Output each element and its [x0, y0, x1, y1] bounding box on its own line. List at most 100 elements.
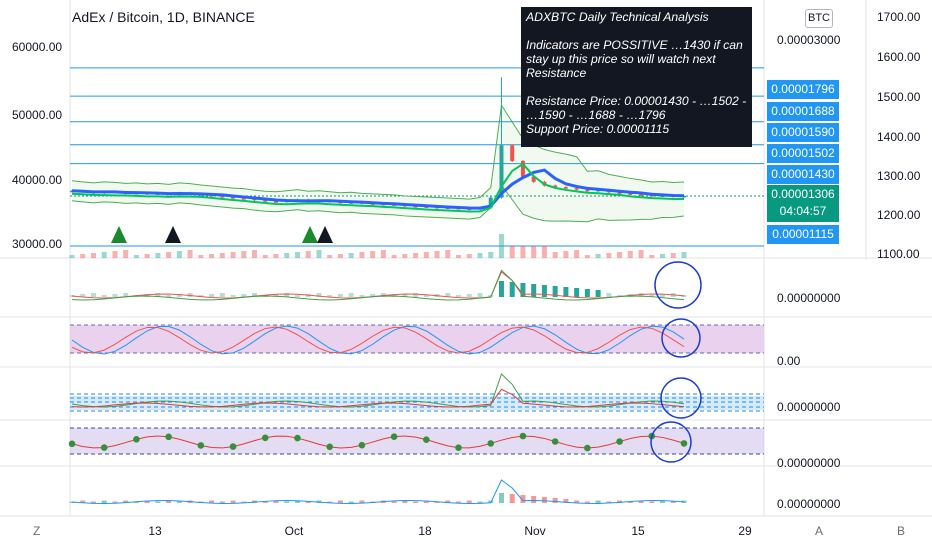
- candle-body: [274, 201, 278, 203]
- auto-scale-button[interactable]: A: [815, 524, 824, 538]
- histogram-bar: [80, 294, 86, 297]
- histogram-bar: [670, 501, 676, 503]
- volume-bar: [241, 251, 247, 258]
- volume-bar: [563, 251, 569, 258]
- histogram-bar: [359, 500, 365, 503]
- histogram-bar: [262, 501, 268, 503]
- volume-bar: [90, 253, 96, 258]
- signal-triangle: [302, 226, 318, 243]
- histogram-bar: [520, 495, 526, 503]
- macd-line: [71, 269, 685, 301]
- volume-bar: [606, 253, 612, 258]
- volume-bar: [649, 255, 655, 258]
- signal-dot: [100, 444, 108, 451]
- volume-bar: [262, 255, 268, 258]
- highlight-circle: [661, 318, 701, 358]
- volume-bar: [595, 254, 601, 258]
- signal-dot: [390, 433, 398, 440]
- x-tick-label: Oct: [284, 524, 304, 538]
- signal-dot: [519, 432, 527, 440]
- volume-bar: [273, 254, 279, 258]
- x-tick-label: 18: [418, 524, 432, 538]
- support-tag: 0.00001115: [767, 225, 839, 244]
- histogram-bar: [638, 293, 644, 297]
- histogram-bar: [230, 500, 236, 503]
- stoch-d-line: [71, 326, 685, 354]
- currency-badge[interactable]: BTC: [805, 9, 833, 28]
- pane-label: 0.00000000: [777, 291, 841, 305]
- moving-average-line: [71, 168, 685, 210]
- signal-dot: [584, 444, 591, 452]
- left-axis-label: 30000.00: [12, 237, 63, 251]
- histogram-bar: [209, 500, 215, 503]
- candle-body: [510, 145, 515, 161]
- histogram-bar: [402, 500, 408, 503]
- histogram-bar: [660, 294, 666, 297]
- signal-triangle: [317, 226, 333, 243]
- resistance-tag: 0.00001430: [767, 165, 839, 184]
- log-scale-button[interactable]: B: [897, 524, 906, 538]
- histogram-bar: [187, 293, 193, 297]
- histogram-bar: [423, 295, 429, 297]
- histogram-bar: [595, 500, 601, 503]
- pane-label: 0.00: [777, 354, 801, 368]
- left-axis-label: 60000.00: [12, 40, 63, 54]
- volume-bar: [133, 255, 139, 258]
- histogram-bar: [627, 501, 633, 503]
- price-pane: [69, 67, 764, 258]
- band-fill: [72, 105, 684, 222]
- histogram-bar: [198, 295, 204, 297]
- histogram-bar: [123, 500, 129, 503]
- outer-axis-label: 1100.00: [877, 247, 920, 261]
- volume-bar: [477, 253, 483, 258]
- signal-dot: [551, 438, 559, 445]
- histogram-bar: [541, 285, 547, 297]
- histogram-bar: [531, 284, 537, 297]
- candle-body: [574, 188, 579, 190]
- price-axis-label: 0.00003000: [777, 33, 841, 47]
- zoom-button[interactable]: Z: [33, 524, 41, 538]
- histogram-bar: [649, 501, 655, 503]
- signal-dot: [487, 440, 495, 447]
- highlight-circle: [660, 377, 702, 419]
- volume-bar: [166, 252, 172, 258]
- chart-title: AdEx / Bitcoin, 1D, BINANCE: [72, 9, 255, 25]
- volume-bar: [574, 250, 580, 258]
- candle-body: [263, 200, 268, 202]
- signal-dot: [326, 443, 333, 451]
- histogram-bar: [316, 293, 322, 297]
- histogram-bar: [606, 293, 612, 297]
- volume-bar: [155, 253, 161, 258]
- bar-countdown: 04:04:57: [779, 204, 827, 218]
- pane-label: 0.00000000: [777, 400, 841, 414]
- histogram-bar: [101, 295, 107, 297]
- candle-body: [617, 192, 622, 194]
- histogram-bar: [241, 294, 247, 297]
- histogram-bar: [606, 501, 612, 503]
- macd-signal-line: [71, 271, 685, 299]
- histogram-bar: [337, 500, 343, 503]
- histogram-bar: [595, 290, 601, 297]
- histogram-bar: [348, 293, 354, 297]
- histogram-bar: [219, 501, 225, 503]
- volume-bar: [198, 255, 204, 258]
- volume-bar: [638, 250, 644, 258]
- volume-bar: [617, 252, 623, 258]
- note-title: ADXBTC Daily Technical Analysis: [526, 10, 709, 24]
- histogram-bar: [327, 501, 333, 503]
- volume-bar: [209, 254, 215, 258]
- volume-bar: [445, 250, 451, 258]
- signal-dot: [680, 440, 688, 447]
- histogram-bar: [230, 295, 236, 297]
- signal-dot: [165, 433, 172, 441]
- candle-body: [220, 196, 225, 198]
- volume-bar: [187, 250, 193, 258]
- oscillator-line: [71, 435, 685, 449]
- histogram-bar: [112, 501, 118, 503]
- histogram-bar: [402, 294, 408, 297]
- outer-axis-label: 1600.00: [877, 50, 921, 64]
- outer-axis-label: 1500.00: [877, 90, 921, 104]
- histogram-bar: [552, 286, 558, 297]
- histogram-bar: [563, 287, 569, 297]
